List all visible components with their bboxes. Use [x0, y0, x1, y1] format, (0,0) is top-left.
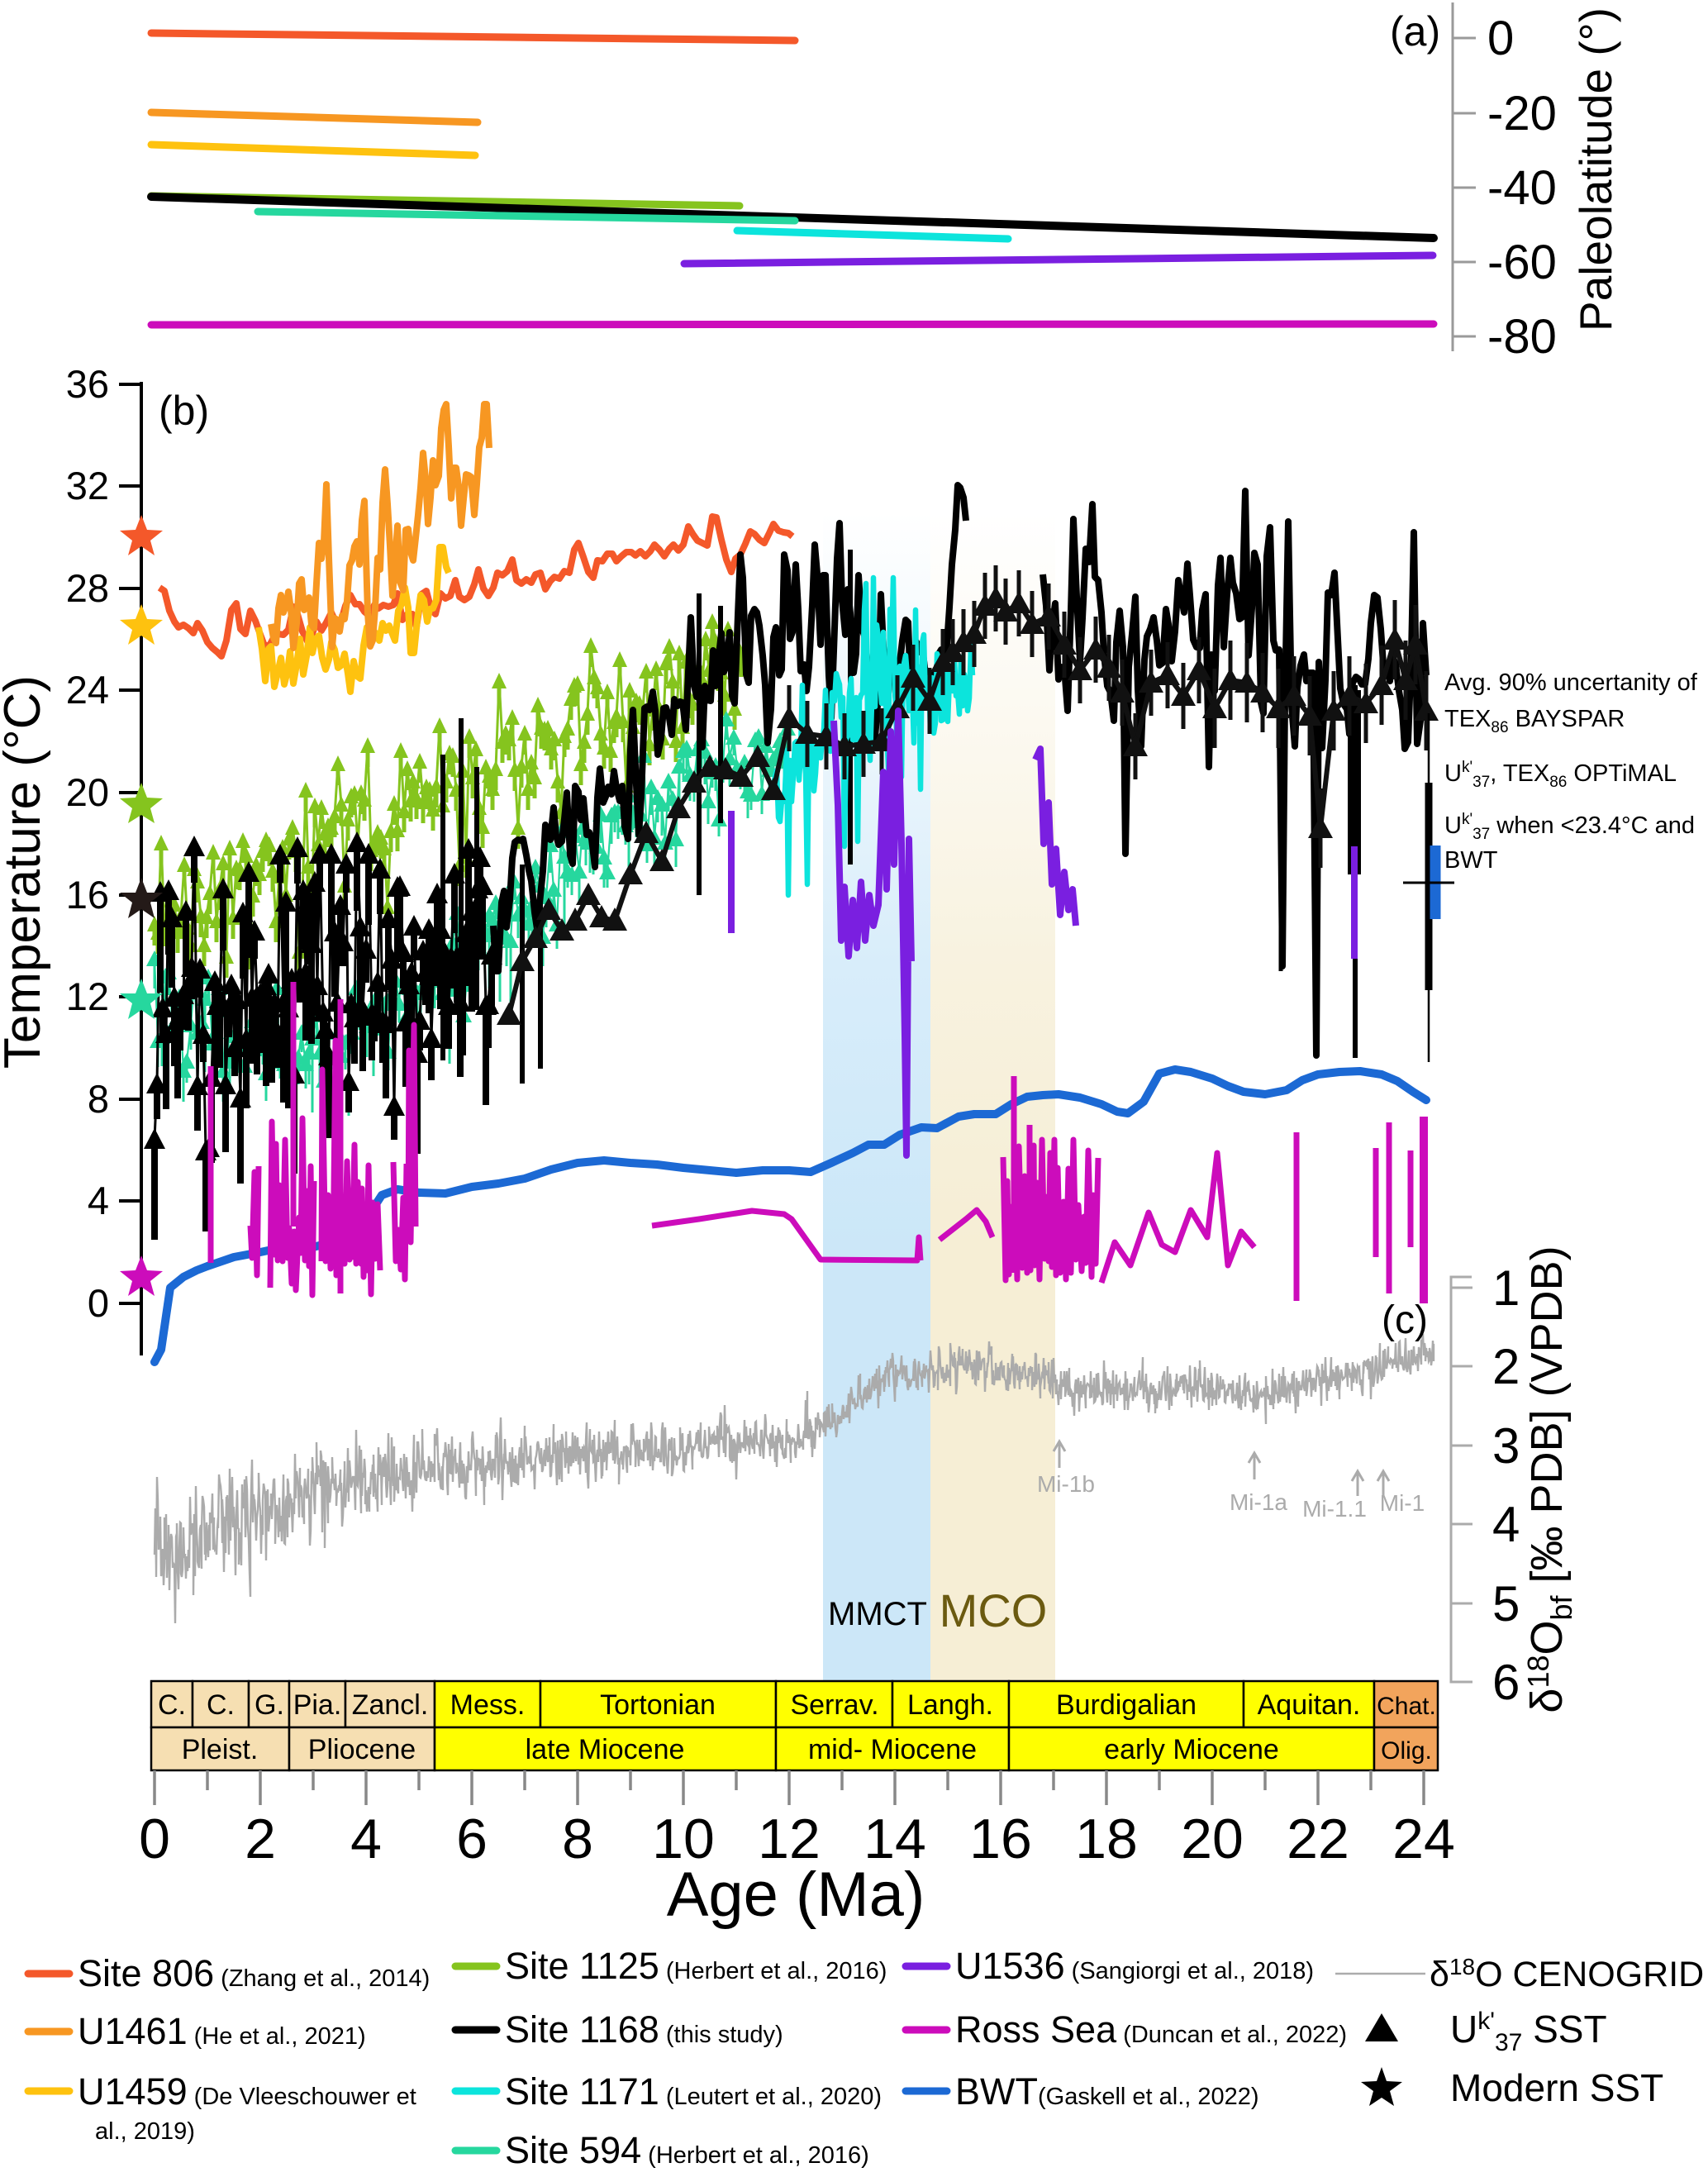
svg-text:Age (Ma): Age (Ma) — [667, 1860, 925, 1930]
svg-text:Langh.: Langh. — [907, 1689, 993, 1721]
svg-text:18: 18 — [1075, 1808, 1138, 1870]
svg-text:early Miocene: early Miocene — [1104, 1734, 1279, 1765]
svg-text:Uk'37 SST: Uk'37 SST — [1450, 2008, 1607, 2056]
svg-text:4: 4 — [88, 1179, 109, 1222]
svg-text:36: 36 — [66, 362, 109, 406]
svg-text:2: 2 — [245, 1808, 276, 1870]
svg-text:BWT: BWT — [1444, 847, 1498, 874]
svg-text:Zancl.: Zancl. — [352, 1689, 429, 1721]
svg-text:12: 12 — [66, 974, 109, 1018]
svg-text:Pliocene: Pliocene — [308, 1734, 416, 1765]
svg-text:4: 4 — [350, 1808, 382, 1870]
svg-text:0: 0 — [88, 1281, 109, 1325]
svg-text:16: 16 — [969, 1808, 1032, 1870]
svg-text:(c): (c) — [1382, 1298, 1428, 1342]
svg-text:late Miocene: late Miocene — [526, 1734, 685, 1765]
svg-text:Modern SST: Modern SST — [1450, 2066, 1663, 2109]
svg-text:(b): (b) — [159, 388, 209, 434]
svg-text:0: 0 — [1487, 12, 1514, 65]
svg-text:Mess.: Mess. — [450, 1689, 526, 1721]
svg-text:Serrav.: Serrav. — [790, 1689, 878, 1721]
svg-text:al., 2019): al., 2019) — [95, 2118, 195, 2145]
svg-text:Chat.: Chat. — [1377, 1693, 1436, 1720]
svg-text:Pleist.: Pleist. — [182, 1734, 259, 1765]
svg-text:5: 5 — [1492, 1576, 1520, 1632]
svg-text:Mi-1.1: Mi-1.1 — [1302, 1496, 1367, 1522]
svg-text:24: 24 — [66, 668, 109, 712]
svg-text:G.: G. — [255, 1689, 284, 1721]
svg-text:10: 10 — [652, 1808, 715, 1870]
svg-text:Mi-1a: Mi-1a — [1230, 1489, 1287, 1515]
svg-text:0: 0 — [139, 1808, 170, 1870]
svg-text:4: 4 — [1492, 1497, 1520, 1552]
svg-text:(a): (a) — [1390, 8, 1440, 55]
svg-text:mid- Miocene: mid- Miocene — [808, 1734, 977, 1765]
svg-text:Olig.: Olig. — [1381, 1737, 1432, 1765]
svg-text:8: 8 — [562, 1808, 593, 1870]
svg-text:Site 1171 (Leutert et al., 202: Site 1171 (Leutert et al., 2020) — [505, 2070, 882, 2113]
svg-text:δ18O CENOGRID: δ18O CENOGRID — [1430, 1954, 1704, 1994]
svg-text:MCO: MCO — [940, 1584, 1048, 1636]
svg-text:6: 6 — [1492, 1655, 1520, 1710]
svg-text:Mi-1: Mi-1 — [1380, 1490, 1425, 1516]
svg-text:Aquitan.: Aquitan. — [1258, 1689, 1361, 1721]
svg-text:TEX86 BAYSPAR: TEX86 BAYSPAR — [1444, 706, 1625, 736]
svg-text:Burdigalian: Burdigalian — [1056, 1689, 1197, 1721]
svg-text:32: 32 — [66, 464, 109, 507]
svg-text:14: 14 — [864, 1808, 926, 1870]
svg-text:2: 2 — [1492, 1339, 1520, 1394]
svg-text:C.: C. — [158, 1689, 186, 1721]
svg-text:22: 22 — [1287, 1808, 1349, 1870]
svg-text:Avg. 90% uncertanity of: Avg. 90% uncertanity of — [1444, 669, 1698, 696]
svg-text:Temperature (°C): Temperature (°C) — [0, 675, 51, 1069]
svg-text:MMCT: MMCT — [828, 1596, 927, 1632]
svg-text:24: 24 — [1392, 1808, 1455, 1870]
svg-text:12: 12 — [758, 1808, 821, 1870]
svg-text:-60: -60 — [1487, 236, 1557, 289]
svg-text:Paleolatitude (°): Paleolatitude (°) — [1570, 7, 1621, 331]
svg-text:8: 8 — [88, 1077, 109, 1121]
svg-text:C.: C. — [207, 1689, 235, 1721]
svg-text:1: 1 — [1492, 1260, 1520, 1316]
svg-text:-20: -20 — [1487, 87, 1557, 141]
svg-text:δ18Obf [‰ PDB] (VPDB): δ18Obf [‰ PDB] (VPDB) — [1521, 1246, 1578, 1713]
svg-text:-40: -40 — [1487, 161, 1557, 215]
svg-text:Pia.: Pia. — [293, 1689, 342, 1721]
svg-text:Tortonian: Tortonian — [600, 1689, 716, 1721]
svg-text:-80: -80 — [1487, 310, 1557, 364]
svg-text:20: 20 — [1181, 1808, 1244, 1870]
svg-text:Mi-1b: Mi-1b — [1037, 1471, 1095, 1497]
svg-text:20: 20 — [66, 770, 109, 814]
svg-text:6: 6 — [456, 1808, 488, 1870]
svg-text:16: 16 — [66, 873, 109, 917]
svg-text:28: 28 — [66, 566, 109, 610]
svg-text:3: 3 — [1492, 1418, 1520, 1474]
